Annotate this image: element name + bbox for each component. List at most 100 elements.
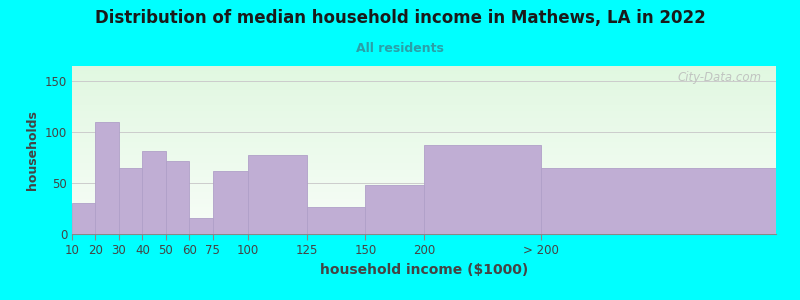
- Bar: [166, 161, 190, 234]
- Bar: [72, 142, 776, 143]
- Bar: [142, 151, 166, 234]
- Bar: [72, 217, 776, 219]
- Bar: [72, 143, 776, 145]
- Bar: [72, 96, 776, 98]
- Bar: [72, 231, 776, 232]
- Bar: [72, 135, 776, 136]
- Bar: [72, 78, 776, 80]
- Bar: [72, 140, 776, 142]
- Bar: [72, 212, 776, 214]
- Bar: [72, 153, 776, 155]
- Bar: [72, 130, 776, 131]
- Bar: [72, 192, 776, 194]
- Bar: [72, 69, 776, 71]
- Bar: [72, 120, 776, 122]
- Bar: [72, 190, 776, 192]
- Bar: [72, 185, 776, 187]
- Bar: [72, 73, 776, 74]
- Bar: [72, 101, 776, 103]
- Bar: [72, 85, 776, 86]
- Bar: [72, 133, 776, 135]
- Bar: [72, 103, 776, 105]
- Bar: [72, 83, 776, 85]
- Bar: [72, 232, 776, 234]
- Text: City-Data.com: City-Data.com: [678, 71, 762, 84]
- Bar: [72, 148, 776, 150]
- Bar: [72, 157, 776, 158]
- Bar: [72, 200, 776, 202]
- Bar: [72, 113, 776, 115]
- Bar: [72, 189, 776, 190]
- Y-axis label: households: households: [26, 110, 39, 190]
- Bar: [72, 214, 776, 215]
- Bar: [190, 218, 213, 234]
- Bar: [72, 165, 776, 167]
- Bar: [72, 202, 776, 204]
- Bar: [72, 94, 776, 96]
- Bar: [72, 118, 776, 120]
- Bar: [72, 127, 776, 128]
- Bar: [72, 155, 776, 157]
- Bar: [72, 187, 776, 189]
- Bar: [72, 105, 776, 106]
- Bar: [72, 209, 776, 211]
- Bar: [72, 68, 776, 69]
- Bar: [542, 168, 776, 234]
- Bar: [72, 138, 776, 140]
- Bar: [72, 226, 776, 227]
- Bar: [72, 122, 776, 123]
- Bar: [72, 199, 776, 200]
- Bar: [72, 158, 776, 160]
- Bar: [72, 178, 776, 180]
- Bar: [72, 206, 776, 207]
- Bar: [72, 74, 776, 76]
- Bar: [72, 184, 776, 185]
- Bar: [72, 145, 776, 147]
- Bar: [72, 76, 776, 78]
- Bar: [306, 206, 366, 234]
- Bar: [248, 154, 306, 234]
- Bar: [72, 89, 776, 91]
- Bar: [72, 219, 776, 220]
- Bar: [72, 128, 776, 130]
- Bar: [72, 222, 776, 224]
- Bar: [72, 116, 776, 118]
- Text: All residents: All residents: [356, 42, 444, 55]
- Bar: [72, 229, 776, 231]
- Bar: [72, 169, 776, 170]
- Bar: [72, 177, 776, 178]
- X-axis label: household income ($1000): household income ($1000): [320, 263, 528, 277]
- Bar: [72, 195, 776, 197]
- Bar: [72, 136, 776, 138]
- Bar: [72, 81, 776, 83]
- Bar: [72, 111, 776, 113]
- Bar: [95, 122, 119, 234]
- Bar: [72, 100, 776, 101]
- Bar: [72, 175, 776, 177]
- Bar: [72, 224, 776, 226]
- Bar: [72, 147, 776, 148]
- Bar: [72, 152, 776, 153]
- Bar: [72, 131, 776, 133]
- Bar: [72, 80, 776, 81]
- Bar: [72, 125, 776, 127]
- Bar: [72, 164, 776, 165]
- Bar: [72, 88, 776, 89]
- Bar: [72, 71, 776, 73]
- Bar: [72, 180, 776, 182]
- Bar: [72, 108, 776, 110]
- Bar: [72, 110, 776, 111]
- Bar: [72, 203, 95, 234]
- Bar: [72, 197, 776, 199]
- Bar: [72, 211, 776, 212]
- Bar: [72, 115, 776, 116]
- Bar: [72, 215, 776, 217]
- Bar: [72, 91, 776, 93]
- Bar: [72, 170, 776, 172]
- Bar: [72, 98, 776, 100]
- Bar: [72, 194, 776, 195]
- Bar: [72, 160, 776, 162]
- Text: Distribution of median household income in Mathews, LA in 2022: Distribution of median household income …: [94, 9, 706, 27]
- Bar: [72, 106, 776, 108]
- Bar: [72, 86, 776, 88]
